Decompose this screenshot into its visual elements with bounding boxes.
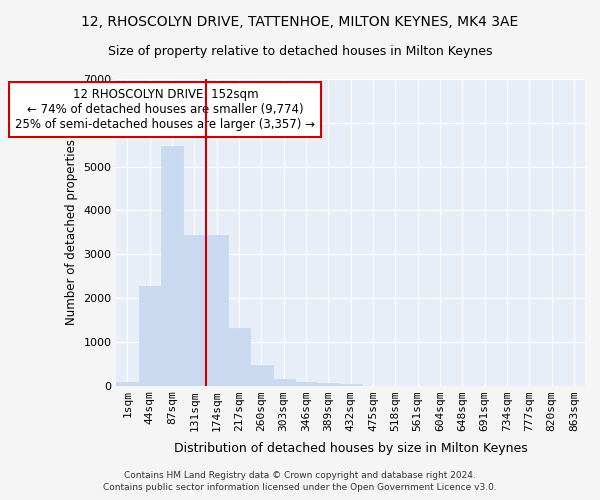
Text: Contains HM Land Registry data © Crown copyright and database right 2024.
Contai: Contains HM Land Registry data © Crown c…: [103, 471, 497, 492]
Bar: [250, 366, 272, 386]
Bar: [228, 328, 250, 386]
Bar: [161, 146, 183, 386]
Bar: [317, 383, 340, 386]
X-axis label: Distribution of detached houses by size in Milton Keynes: Distribution of detached houses by size …: [174, 442, 527, 455]
Bar: [116, 382, 139, 386]
Bar: [340, 384, 362, 386]
Bar: [295, 382, 317, 386]
Text: 12, RHOSCOLYN DRIVE, TATTENHOE, MILTON KEYNES, MK4 3AE: 12, RHOSCOLYN DRIVE, TATTENHOE, MILTON K…: [82, 15, 518, 29]
Text: Size of property relative to detached houses in Milton Keynes: Size of property relative to detached ho…: [108, 45, 492, 58]
Text: 12 RHOSCOLYN DRIVE: 152sqm
← 74% of detached houses are smaller (9,774)
25% of s: 12 RHOSCOLYN DRIVE: 152sqm ← 74% of deta…: [16, 88, 316, 131]
Bar: [139, 286, 161, 386]
Y-axis label: Number of detached properties: Number of detached properties: [65, 140, 78, 326]
Bar: [206, 235, 228, 386]
Bar: [183, 235, 206, 386]
Bar: [272, 378, 295, 386]
